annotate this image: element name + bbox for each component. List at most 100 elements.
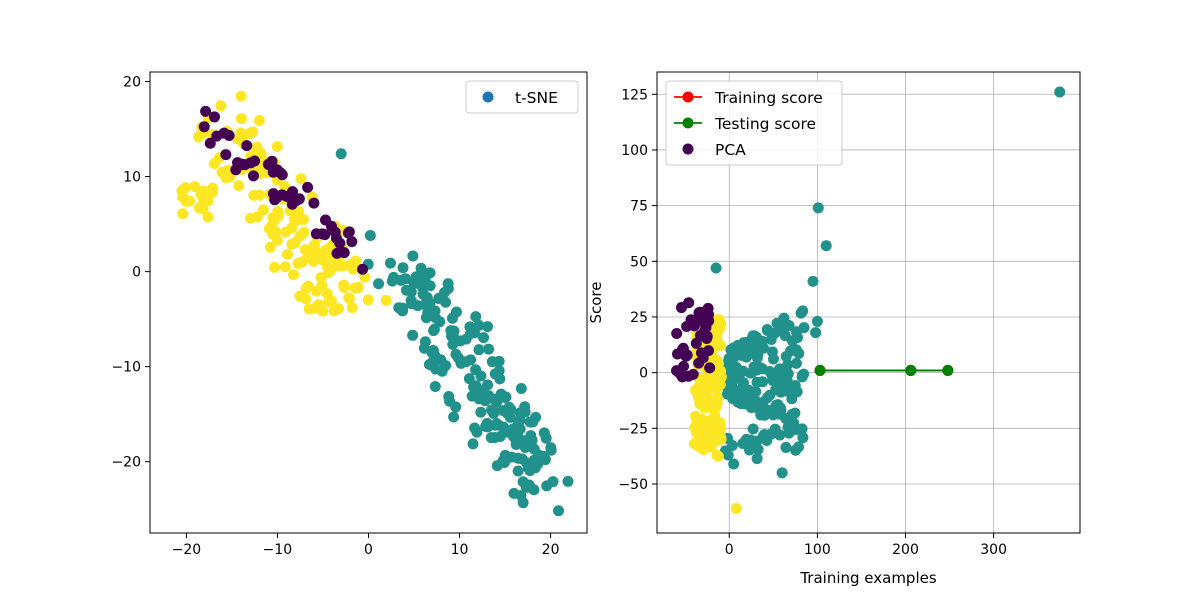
- data-point-yellow: [300, 293, 312, 305]
- data-point-yellow: [179, 182, 191, 194]
- data-point-teal: [335, 148, 347, 160]
- x-tick-label: 200: [892, 542, 919, 558]
- data-point-yellow: [280, 226, 292, 238]
- data-point-teal: [480, 420, 492, 432]
- data-point-yellow: [380, 294, 392, 306]
- data-point-teal: [761, 323, 773, 335]
- data-point-teal: [397, 262, 409, 274]
- data-point-teal: [429, 380, 441, 392]
- legend-marker: [682, 91, 694, 103]
- data-point-teal: [780, 441, 792, 453]
- data-point-teal: [810, 327, 822, 339]
- data-point-teal: [795, 307, 807, 319]
- data-point-teal: [784, 420, 796, 432]
- data-point-teal: [789, 380, 801, 392]
- data-point-teal: [475, 406, 487, 418]
- data-point-teal: [776, 370, 788, 382]
- pca-score-chart: 0 100 200 300 −50 −25 0 25 50 75 100 125 Training ex…: [587, 71, 1081, 587]
- data-point-purple: [230, 164, 242, 176]
- data-point-teal: [463, 373, 475, 385]
- data-point-yellow: [707, 432, 719, 444]
- data-point-teal: [485, 432, 497, 444]
- data-point-teal: [450, 348, 462, 360]
- data-point-purple: [699, 325, 711, 337]
- legend-label: PCA: [715, 141, 746, 159]
- legend-label: Training score: [714, 89, 823, 107]
- data-point-teal: [732, 396, 744, 408]
- y-tick-label: −50: [618, 477, 648, 493]
- legend: Training score Testing score PCA: [665, 80, 843, 166]
- data-point-teal: [758, 342, 770, 354]
- data-point-purple: [198, 121, 210, 133]
- data-point-teal: [797, 432, 809, 444]
- data-point-teal: [766, 374, 778, 386]
- legend-item: PCA: [682, 141, 746, 159]
- data-point-yellow: [288, 214, 300, 226]
- data-point-purple: [281, 190, 293, 202]
- data-point-teal: [752, 443, 764, 455]
- data-point-yellow: [279, 261, 291, 273]
- data-point-purple: [690, 337, 702, 349]
- data-point-purple: [704, 362, 716, 374]
- data-point-purple: [677, 342, 689, 354]
- data-point-teal: [528, 443, 540, 455]
- data-point-teal: [499, 449, 511, 461]
- x-axis-label: Training examples: [799, 569, 937, 587]
- x-tick-label: 20: [542, 542, 560, 558]
- data-point-yellow: [690, 386, 702, 398]
- data-point-yellow: [202, 211, 214, 223]
- data-point-teal: [478, 332, 490, 344]
- data-point-teal: [373, 278, 385, 290]
- data-point-teal: [408, 276, 420, 288]
- data-point-purple: [208, 111, 220, 123]
- y-tick-label: 100: [621, 143, 648, 159]
- data-point-teal: [732, 339, 744, 351]
- data-point-yellow: [268, 215, 280, 227]
- series-testing-score: [814, 364, 954, 376]
- data-point-teal: [547, 476, 559, 488]
- data-point-yellow: [251, 211, 263, 223]
- y-tick-label: 0: [639, 366, 648, 382]
- data-point-yellow: [177, 191, 189, 203]
- data-point-teal: [744, 434, 756, 446]
- data-point-yellow: [235, 113, 247, 125]
- data-point-purple: [275, 167, 287, 179]
- data-point-yellow: [712, 314, 724, 326]
- data-point-teal: [515, 489, 527, 501]
- data-point-teal: [493, 365, 505, 377]
- data-point-teal: [771, 317, 783, 329]
- data-point-teal: [752, 398, 764, 410]
- data-point-yellow: [286, 238, 298, 250]
- data-point-teal: [812, 202, 824, 214]
- data-point-yellow: [293, 205, 305, 217]
- data-point-teal: [448, 411, 460, 423]
- y-tick-label: 50: [630, 254, 648, 270]
- x-tick-label: 0: [725, 542, 734, 558]
- legend-label: t-SNE: [515, 89, 558, 107]
- data-point-yellow: [704, 416, 716, 428]
- data-point-purple: [204, 137, 216, 149]
- ticks: 0 100 200 300 −50 −25 0 25 50 75 100 125: [618, 87, 1007, 558]
- data-point-yellow: [253, 114, 265, 126]
- x-tick-label: 300: [980, 542, 1007, 558]
- data-point-teal: [415, 262, 427, 274]
- data-point-yellow: [206, 186, 218, 198]
- data-point-teal: [728, 373, 740, 385]
- data-point-yellow: [712, 356, 724, 368]
- data-point-teal: [430, 363, 442, 375]
- data-point-purple: [220, 149, 232, 161]
- x-tick-label: 100: [804, 542, 831, 558]
- data-point-yellow: [235, 90, 247, 102]
- data-point-purple: [695, 347, 707, 359]
- data-point-yellow: [346, 302, 358, 314]
- data-point-teal: [471, 426, 483, 438]
- data-point-teal: [483, 343, 495, 355]
- data-point-teal: [493, 355, 505, 367]
- data-point-teal: [384, 257, 396, 269]
- data-point-yellow: [271, 234, 283, 246]
- data-point-purple: [247, 170, 259, 182]
- data-point-teal: [751, 376, 763, 388]
- data-point-yellow: [362, 294, 374, 306]
- series-marker: [942, 364, 954, 376]
